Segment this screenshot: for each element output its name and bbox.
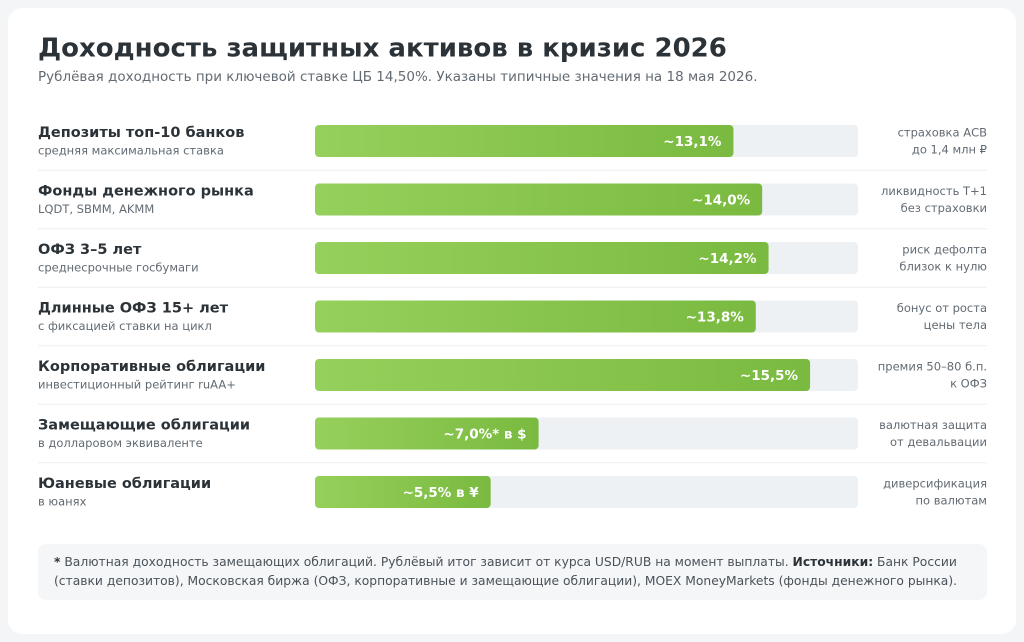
- category-note: в долларовом эквиваленте: [38, 436, 203, 450]
- sources: Банк России (ставки депозитов), Московск…: [54, 555, 958, 588]
- comment: страховка АСВ: [898, 126, 988, 140]
- value-label: ~14,2%: [698, 251, 757, 267]
- category-note: LQDT, SBMM, AKMM: [38, 202, 154, 216]
- category-label: Депозиты топ-10 банков: [38, 125, 244, 141]
- value-label: ~13,8%: [686, 310, 745, 326]
- comment: валютная защита: [879, 418, 987, 432]
- category-note: средняя максимальная ставка: [38, 144, 224, 158]
- category-label: Замещающие облигации: [38, 418, 250, 434]
- sources-label: Источники:: [792, 555, 874, 569]
- value-label: ~15,5%: [740, 368, 799, 384]
- footnote: * Валютная доходность замещающих облигац…: [38, 544, 987, 600]
- category-label: Фонды денежного рынка: [38, 184, 254, 200]
- comment: от девальвации: [890, 435, 987, 449]
- comment: премия 50–80 б.п.: [878, 360, 987, 374]
- comment: до 1,4 млн ₽: [912, 143, 987, 157]
- bar: [315, 417, 539, 450]
- bar: [315, 359, 811, 391]
- category-label: Корпоративные облигации: [38, 359, 265, 375]
- bar: [315, 183, 763, 216]
- chart-subtitle: Рублёвая доходность при ключевой ставке …: [38, 69, 757, 85]
- comment: цены тела: [924, 318, 987, 332]
- value-label: ~14,0%: [692, 193, 751, 209]
- comment: по валютам: [916, 494, 988, 508]
- chart-title: Доходность защитных активов в кризис 202…: [38, 34, 727, 64]
- value-label: ~13,1%: [663, 134, 722, 150]
- comment: к ОФЗ: [950, 377, 987, 391]
- category-note: в юанях: [38, 495, 87, 509]
- comment: ликвидность Т+1: [881, 184, 987, 198]
- bar: [315, 242, 769, 274]
- comment: диверсификация: [883, 477, 987, 491]
- bar: [315, 300, 756, 333]
- category-note: среднесрочные госбумаги: [38, 261, 199, 275]
- comment: бонус от роста: [897, 301, 987, 315]
- category-note: инвестиционный рейтинг ruAA+: [38, 378, 236, 392]
- comment: без страховки: [901, 201, 987, 215]
- comment: близок к нулю: [899, 260, 987, 274]
- bar: [315, 476, 491, 508]
- category-label: ОФЗ 3–5 лет: [38, 242, 142, 258]
- category-label: Длинные ОФЗ 15+ лет: [38, 301, 229, 317]
- value-label: ~7,0%* в $: [443, 427, 526, 443]
- footnote-marker: *: [54, 555, 61, 569]
- value-label: ~5,5% в ¥: [403, 485, 480, 501]
- category-note: с фиксацией ставки на цикл: [38, 319, 212, 333]
- footnote-text: Валютная доходность замещающих облигаций…: [64, 555, 789, 569]
- category-label: Юаневые облигации: [38, 476, 211, 492]
- comment: риск дефолта: [902, 243, 987, 257]
- bar: [315, 125, 734, 157]
